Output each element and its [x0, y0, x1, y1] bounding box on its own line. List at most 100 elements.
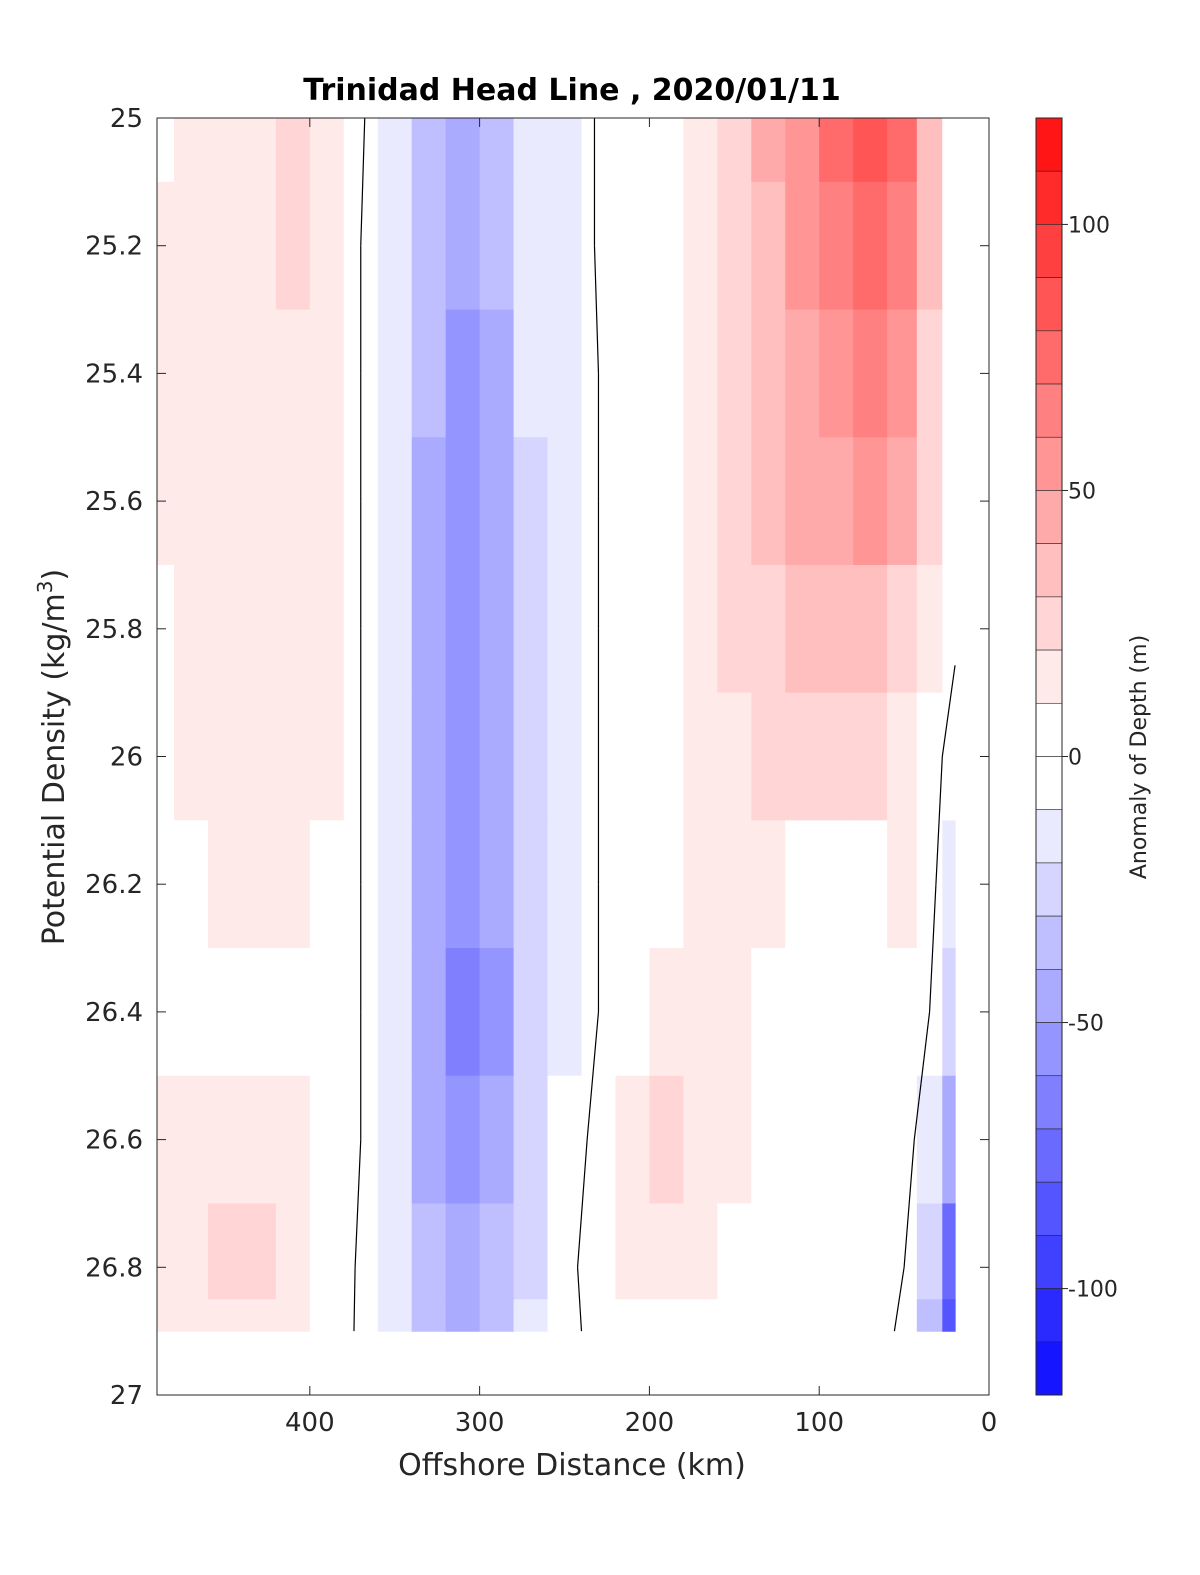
heatmap-cell [717, 1299, 752, 1332]
heatmap-cell [513, 309, 549, 438]
heatmap-cell [717, 1203, 752, 1300]
heatmap-cell [377, 437, 413, 566]
heatmap-cell [377, 1299, 413, 1332]
heatmap-cell [853, 118, 888, 183]
heatmap-cell [207, 820, 243, 949]
heatmap-cell [785, 948, 820, 1077]
heatmap-cell [377, 1203, 413, 1300]
heatmap-cell [173, 1203, 209, 1300]
colorbar-swatch [1035, 649, 1063, 704]
heatmap-cell [819, 948, 854, 1077]
heatmap-cell [411, 948, 447, 1077]
y-axis-label-superscript: 3 [33, 580, 57, 593]
heatmap-cell [887, 1203, 918, 1300]
heatmap-cell [819, 437, 854, 566]
heatmap-cell [445, 1299, 481, 1332]
heatmap-cell [615, 692, 651, 821]
y-tick-label: 25.2 [85, 232, 143, 262]
heatmap-cell [785, 820, 820, 949]
heatmap-cell [547, 118, 583, 183]
heatmap-cell [683, 692, 718, 821]
heatmap-cell [547, 1299, 583, 1332]
heatmap-cell [173, 692, 209, 821]
heatmap-cell [275, 692, 311, 821]
heatmap-cell [785, 692, 820, 821]
heatmap-cell [887, 692, 918, 821]
heatmap-cell [819, 1075, 854, 1205]
colorbar-swatch [1035, 1341, 1063, 1396]
heatmap-cell [309, 820, 345, 949]
heatmap-cell [275, 1203, 311, 1300]
heatmap-cell [649, 692, 684, 821]
y-axis: 25 25.2 25.4 25.6 25.8 26 26.2 26.4 26.6 26.8 27 [85, 104, 989, 1411]
y-tick-label: 27 [110, 1381, 143, 1411]
heatmap-cell [241, 820, 277, 949]
heatmap-cell [377, 820, 413, 949]
heatmap-cell [309, 1299, 345, 1332]
heatmap-cell [717, 181, 752, 311]
heatmap-cell [819, 1203, 854, 1300]
heatmap-cell [853, 564, 888, 694]
heatmap-cell [853, 1299, 888, 1332]
heatmap-cell [513, 437, 549, 566]
colorbar-swatch [1035, 1288, 1063, 1343]
heatmap-cell [615, 1299, 651, 1332]
heatmap-cell [717, 692, 752, 821]
heatmap-cell [683, 1299, 718, 1332]
heatmap-cell [547, 437, 583, 566]
heatmap-cell [942, 1075, 956, 1205]
heatmap-cell [887, 309, 918, 438]
heatmap-cell [173, 309, 209, 438]
heatmap-cell [717, 118, 752, 183]
zero-contour-segment [353, 1267, 356, 1332]
y-tick-label: 25.4 [85, 359, 143, 389]
heatmap-cell [173, 564, 209, 694]
heatmap-cell [411, 118, 447, 183]
heatmap-cell [445, 437, 481, 566]
heatmap-cell [377, 181, 413, 311]
heatmap-cell [207, 948, 243, 1077]
heatmap-cell [942, 1203, 956, 1300]
heatmap-cell [241, 1075, 277, 1205]
heatmap-cell [819, 1299, 854, 1332]
heatmap-cell [377, 118, 413, 183]
heatmap-cell [649, 1299, 684, 1332]
heatmap-cell [683, 309, 718, 438]
y-tick-label: 26.8 [85, 1253, 143, 1283]
heatmap-cell [649, 1075, 684, 1205]
colorbar-swatch [1035, 702, 1063, 757]
heatmap-cell [916, 437, 943, 566]
heatmap-cell [819, 564, 854, 694]
colorbar-swatch [1035, 862, 1063, 917]
heatmap-cell [445, 118, 481, 183]
heatmap-cell [479, 692, 515, 821]
heatmap-cell [683, 1075, 718, 1205]
heatmap-cell [479, 1075, 515, 1205]
zero-contour-segment [360, 118, 366, 246]
heatmap-cell [785, 181, 820, 311]
heatmap-cell [513, 1203, 549, 1300]
heatmap-cell [241, 181, 277, 311]
heatmap-cell [411, 692, 447, 821]
y-tick-label: 25 [110, 104, 143, 134]
heatmap-cell [785, 564, 820, 694]
heatmap-cell [157, 118, 175, 183]
colorbar-swatch [1035, 1128, 1063, 1183]
heatmap-cell [445, 820, 481, 949]
heatmap-cell [445, 1075, 481, 1205]
heatmap-cell [275, 118, 311, 183]
heatmap-cell [581, 118, 617, 183]
heatmap-cell [887, 437, 918, 566]
heatmap-cell [717, 564, 752, 694]
heatmap-cell [717, 309, 752, 438]
x-tick-label: 100 [794, 1408, 844, 1438]
heatmap-cell [479, 564, 515, 694]
contour-fill-layer [157, 118, 956, 1332]
heatmap-cell [785, 437, 820, 566]
heatmap-cell [887, 1075, 918, 1205]
heatmap-cell [853, 1203, 888, 1300]
heatmap-cell [445, 1203, 481, 1300]
heatmap-cell [173, 948, 209, 1077]
heatmap-cell [649, 1203, 684, 1300]
heatmap-cell [513, 1299, 549, 1332]
